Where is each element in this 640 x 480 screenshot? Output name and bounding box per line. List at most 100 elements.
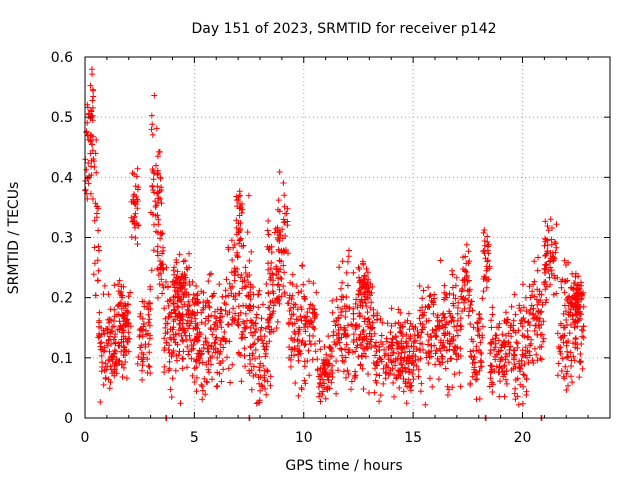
data-point xyxy=(571,292,578,299)
data-point xyxy=(364,279,371,286)
data-point xyxy=(172,367,179,374)
data-point xyxy=(209,376,215,383)
data-point xyxy=(176,251,183,258)
data-point xyxy=(474,326,481,332)
data-point xyxy=(229,361,236,368)
data-point xyxy=(573,303,580,310)
data-point xyxy=(470,338,477,345)
data-point xyxy=(384,320,391,327)
data-point xyxy=(552,249,559,256)
data-point xyxy=(407,333,414,340)
data-point xyxy=(498,354,505,361)
data-point xyxy=(188,347,195,353)
data-point xyxy=(416,315,423,322)
data-point xyxy=(111,372,118,379)
data-point xyxy=(176,321,183,328)
data-point xyxy=(325,333,332,340)
chart-title: Day 151 of 2023, SRMTID for receiver p14… xyxy=(191,21,496,37)
data-point xyxy=(133,220,140,227)
data-point xyxy=(101,367,108,374)
data-point xyxy=(231,272,238,279)
data-point xyxy=(166,297,173,304)
data-point xyxy=(470,324,477,331)
data-point xyxy=(427,375,433,382)
data-point xyxy=(346,247,352,254)
data-point xyxy=(433,333,440,340)
data-point xyxy=(111,318,117,325)
data-point xyxy=(270,290,277,297)
data-point xyxy=(358,296,365,303)
data-point xyxy=(217,360,224,366)
data-point xyxy=(179,336,186,343)
data-point xyxy=(503,309,509,316)
data-point xyxy=(333,358,340,365)
data-point xyxy=(342,354,349,361)
data-point xyxy=(273,325,280,331)
data-point xyxy=(432,350,439,357)
data-point xyxy=(170,300,177,307)
data-point xyxy=(461,282,468,288)
data-point xyxy=(107,306,114,313)
data-point xyxy=(397,309,404,316)
data-point xyxy=(417,347,424,353)
data-point xyxy=(241,345,248,352)
data-point xyxy=(220,344,227,351)
data-point xyxy=(564,353,571,360)
data-point xyxy=(200,345,207,351)
data-point xyxy=(407,383,414,390)
data-point xyxy=(209,353,216,360)
data-point xyxy=(530,311,537,318)
data-point xyxy=(266,270,273,277)
data-point xyxy=(155,221,162,228)
data-point xyxy=(446,310,453,317)
data-point xyxy=(217,341,224,348)
data-point xyxy=(365,315,372,322)
data-point xyxy=(204,379,211,386)
data-point xyxy=(285,300,292,307)
data-point xyxy=(403,331,410,338)
data-point xyxy=(251,340,258,347)
data-point xyxy=(247,307,253,314)
data-point xyxy=(232,292,239,299)
data-point xyxy=(280,283,287,290)
data-point xyxy=(425,337,432,344)
data-point xyxy=(161,305,168,312)
data-point xyxy=(187,314,193,321)
data-point xyxy=(134,360,141,367)
data-point xyxy=(397,329,404,336)
data-point xyxy=(96,319,103,326)
data-point xyxy=(313,289,320,296)
data-point xyxy=(398,361,405,368)
data-point xyxy=(480,229,487,236)
data-point xyxy=(476,332,483,339)
data-point xyxy=(441,314,447,321)
data-point xyxy=(307,319,314,326)
data-point xyxy=(195,337,202,343)
data-point xyxy=(412,353,419,360)
data-point xyxy=(89,104,96,111)
data-point xyxy=(186,302,193,309)
data-point xyxy=(88,163,95,170)
data-point xyxy=(85,180,92,187)
data-point xyxy=(330,328,337,335)
data-point xyxy=(144,330,151,337)
data-point xyxy=(253,311,260,318)
data-point xyxy=(348,321,355,328)
data-point xyxy=(170,336,177,343)
data-point xyxy=(399,368,406,374)
data-point xyxy=(520,281,526,288)
data-point xyxy=(295,289,302,296)
data-point xyxy=(153,162,159,169)
data-point xyxy=(167,334,173,341)
data-point xyxy=(562,363,569,370)
data-point xyxy=(242,325,249,332)
data-point xyxy=(91,217,98,224)
data-point xyxy=(456,369,463,376)
data-point xyxy=(427,333,434,339)
data-point xyxy=(457,322,464,329)
data-point xyxy=(237,220,244,226)
data-point xyxy=(205,366,212,373)
data-point xyxy=(535,299,542,305)
data-point xyxy=(119,329,125,336)
data-point xyxy=(478,359,485,365)
